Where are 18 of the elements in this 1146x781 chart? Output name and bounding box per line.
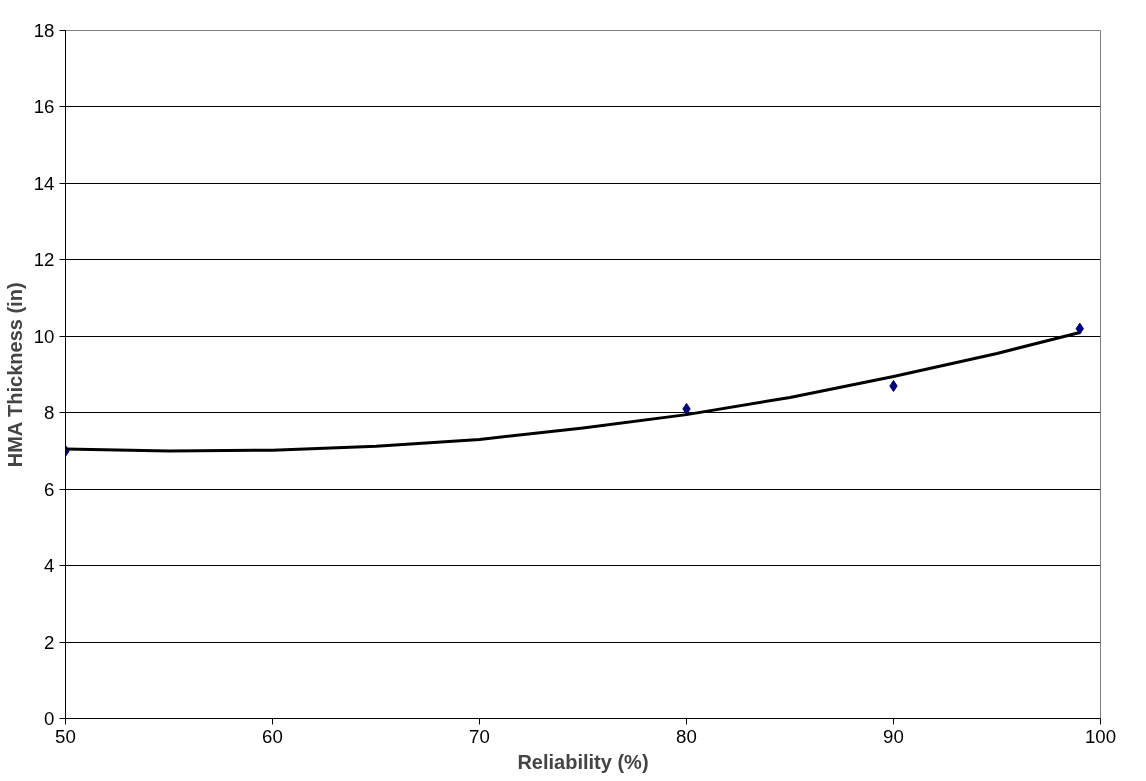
y-tick-label: 18	[33, 20, 55, 41]
y-tick-label: 12	[33, 249, 55, 271]
x-tick-label: 60	[262, 725, 283, 747]
y-tick-label: 6	[44, 478, 55, 500]
x-tick-label: 50	[55, 725, 76, 747]
x-axis-title: Reliability (%)	[517, 750, 649, 773]
y-tick-label: 14	[33, 172, 55, 194]
y-tick-label: 10	[33, 325, 55, 347]
y-tick-label: 16	[33, 96, 55, 118]
y-axis-title: HMA Thickness (in)	[3, 282, 26, 468]
y-tick-label: 0	[44, 708, 55, 729]
y-tick-label: 8	[44, 402, 55, 424]
x-tick-label: 70	[469, 725, 490, 747]
y-tick-label: 4	[44, 555, 55, 577]
y-tick-label: 2	[44, 631, 55, 653]
x-tick-label: 100	[1084, 725, 1117, 747]
x-tick-label: 80	[676, 725, 697, 747]
x-tick-label: 90	[883, 725, 904, 747]
